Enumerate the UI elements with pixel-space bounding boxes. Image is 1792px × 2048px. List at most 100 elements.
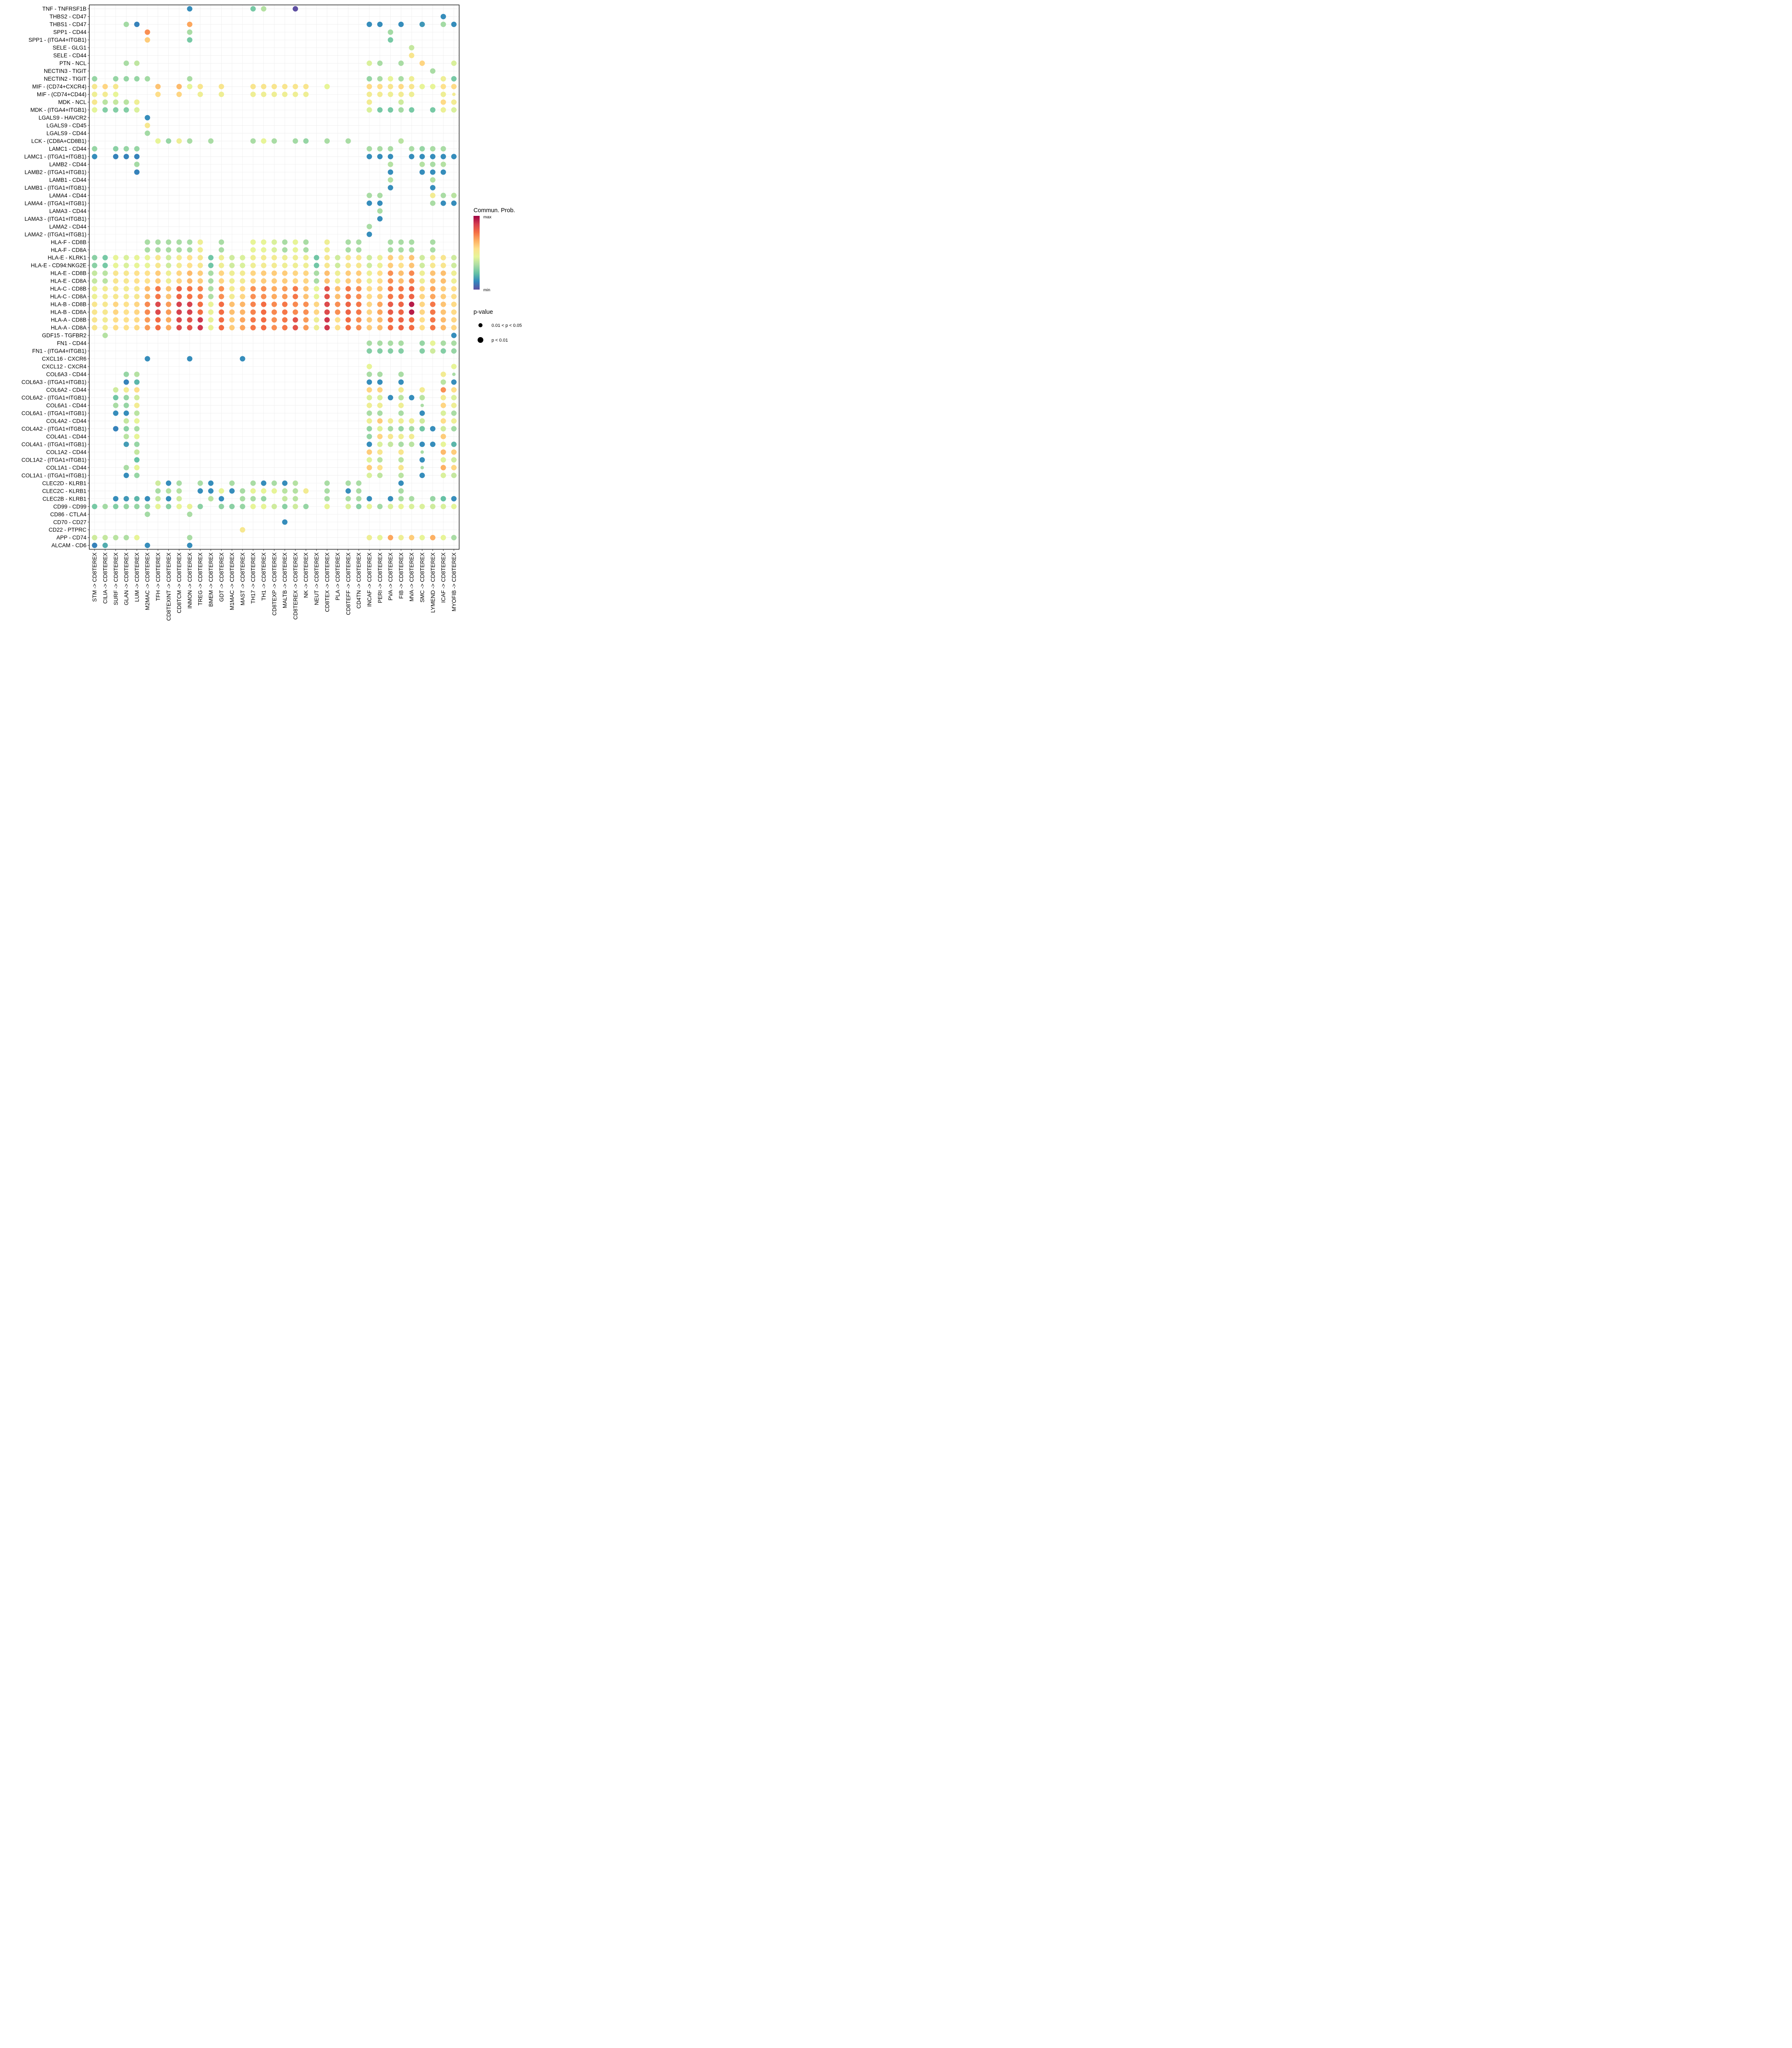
dot-p-lt-0.01 [145,76,150,82]
dot-p-lt-0.01 [440,317,446,323]
dot-p-lt-0.01 [197,270,203,276]
dot-p-lt-0.01 [377,216,383,222]
y-tick-label: HLA-A - CD8A [51,325,86,331]
dot-p-lt-0.01 [377,503,383,510]
dot-p-lt-0.01 [398,263,404,268]
dot-p-lt-0.01 [451,449,457,455]
dot-p-lt-0.01 [367,294,372,299]
dot-p-lt-0.01 [398,395,404,401]
dot-p-lt-0.01 [409,84,415,89]
dot-p-lt-0.01 [367,146,372,152]
dot-p-lt-0.01 [261,317,267,323]
dot-p-lt-0.01 [165,286,172,292]
dot-p-lt-0.01 [387,294,393,299]
dot-p-lt-0.01 [218,255,224,261]
dot-p-lt-0.01 [240,270,245,276]
y-tick-label: LCK - (CD8A+CD8B1) [31,138,86,144]
dot-p-lt-0.01 [113,146,119,152]
dot-p-lt-0.01 [451,286,457,292]
dot-p-lt-0.01 [113,286,119,292]
dot-p-lt-0.01 [367,442,372,447]
y-tick-label: COL6A1 - CD44 [46,402,87,408]
dot-p-lt-0.01 [440,535,446,541]
dot-p-lt-0.01 [92,154,97,159]
dot-p-lt-0.01 [261,91,267,97]
dot-p-lt-0.01 [377,146,383,152]
dot-p-lt-0.01 [430,68,436,74]
dot-p-lt-0.01 [176,239,182,245]
dot-p-lt-0.01 [440,84,446,89]
dot-p-lt-0.01 [367,231,372,237]
dot-p-lt-0.01 [367,76,372,82]
dot-p-lt-0.01 [367,255,372,261]
dot-p-lt-0.01 [187,511,193,517]
dot-p-lt-0.01 [145,301,150,307]
x-tick-label: MVA -> CD8TEREX [409,553,415,601]
dot-p-lt-0.01 [430,348,436,354]
dot-p-lt-0.01 [208,286,214,292]
dot-p-lt-0.01 [123,263,129,268]
dot-p-lt-0.01 [367,278,372,284]
dot-p-lt-0.01 [367,317,372,323]
dot-p-lt-0.01 [176,255,182,261]
dot-p-lt-0.01 [155,255,161,261]
x-tick-label: CD8TEXP -> CD8TEREX [271,553,277,616]
dot-p-lt-0.01 [123,434,129,440]
dot-p-lt-0.01 [367,503,372,510]
dot-p-lt-0.01 [123,294,129,299]
dot-p-lt-0.01 [134,457,140,463]
dot-p-lt-0.01 [187,542,193,548]
y-tick-label: CXCL12 - CXCR4 [42,364,86,370]
dot-p-lt-0.01 [440,449,446,455]
y-tick-label: THBS2 - CD47 [50,14,86,20]
dot-p-lt-0.01 [398,286,404,292]
dot-p-lt-0.01 [123,309,129,315]
dot-p-lt-0.01 [419,278,425,284]
dot-p-lt-0.01 [367,410,372,416]
dot-p-lt-0.01 [387,185,393,190]
dot-p-lt-0.01 [165,488,172,494]
dot-p-lt-0.01 [303,270,309,276]
dot-p-lt-0.01 [367,372,372,377]
dot-p-lt-0.01 [377,449,383,455]
dot-p-lt-0.01 [92,503,97,510]
dot-p-lt-0.01 [324,317,330,323]
dot-p-lt-0.01 [409,76,415,82]
dot-p-lt-0.01 [102,542,108,548]
dot-p-lt-0.01 [292,278,298,284]
dot-p-lt-0.01 [92,270,97,276]
dot-p-lt-0.01 [197,294,203,299]
dot-p-lt-0.01 [314,325,319,331]
dot-p-lt-0.01 [356,263,362,268]
colorbar [473,216,480,290]
dot-p-lt-0.01 [240,263,245,268]
dot-p-lt-0.01 [451,403,457,408]
dot-p-lt-0.01 [113,107,119,113]
dot-p-lt-0.01 [419,325,425,331]
dot-p-lt-0.01 [292,325,298,331]
dot-p-lt-0.01 [451,465,457,471]
dot-p-lt-0.01 [145,278,150,284]
y-tick-label: CLEC2B - KLRB1 [43,496,86,502]
dot-p-lt-0.01 [134,76,140,82]
dot-p-lt-0.01 [145,255,150,261]
y-tick-label: LAMA3 - CD44 [49,208,86,214]
dot-p-lt-0.01 [250,278,256,284]
y-tick-label: SELE - CD44 [53,52,87,59]
dot-p-lt-0.01 [367,193,372,198]
dot-p-lt-0.01 [134,161,140,167]
dot-p-lt-0.01 [155,480,161,486]
dot-p-lt-0.01 [356,255,362,261]
dot-p-lt-0.01 [155,138,161,144]
dot-p-lt-0.01 [102,278,108,284]
dot-p-lt-0.01 [345,480,351,486]
dot-p-lt-0.01 [113,309,119,315]
dot-p-lt-0.01 [102,270,108,276]
dot-p-lt-0.01 [261,496,267,502]
dot-p-lt-0.01 [155,488,161,494]
x-tick-label: NK -> CD8TEREX [303,553,309,598]
y-tick-label: SELE - GLG1 [52,45,86,51]
dot-p-lt-0.01 [430,278,436,284]
dot-p-lt-0.01 [419,473,425,478]
dot-p-lt-0.01 [419,387,425,393]
